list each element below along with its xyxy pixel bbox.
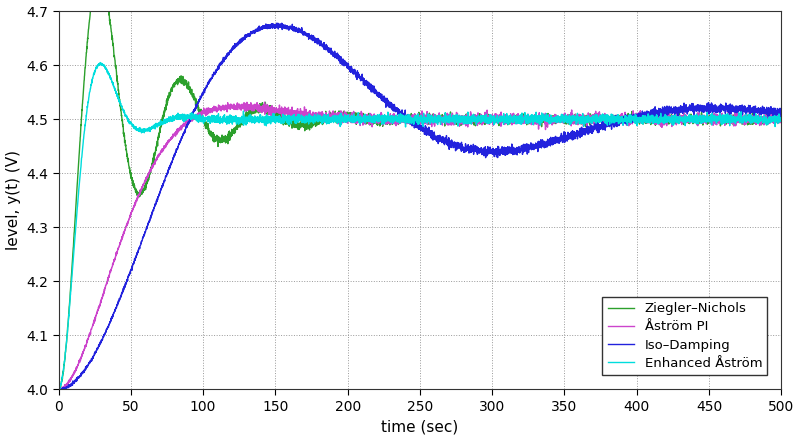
Ziegler–Nichols (777, 118, 786, 124)
Iso–Damping (524, 146, 534, 151)
Line: Ziegler–Nichols: Ziegler–Nichols (58, 0, 782, 390)
Åström PI (594, 118, 603, 123)
Y-axis label: level, y(t) (V): level, y(t) (V) (6, 150, 21, 250)
Åström PI (260, 99, 270, 105)
Åström PI (487, 112, 497, 117)
Ziegler–Nichols (648, 118, 658, 123)
Enhanced Åström (594, 119, 603, 125)
Enhanced Åström (777, 117, 786, 123)
Line: Åström PI: Åström PI (58, 102, 782, 392)
Iso–Damping (54, 388, 64, 393)
Line: Iso–Damping: Iso–Damping (58, 23, 782, 390)
Iso–Damping (277, 21, 286, 26)
Åström PI (330, 119, 340, 124)
Enhanced Åström (487, 118, 497, 123)
Ziegler–Nichols (524, 121, 534, 126)
Åström PI (54, 388, 63, 393)
Iso–Damping (185, 119, 194, 124)
Enhanced Åström (54, 387, 64, 392)
Line: Enhanced Åström: Enhanced Åström (58, 62, 782, 390)
Legend: Ziegler–Nichols, Åström PI, Iso–Damping, Enhanced Åström: Ziegler–Nichols, Åström PI, Iso–Damping,… (602, 297, 767, 375)
Ziegler–Nichols (54, 387, 64, 392)
Åström PI (524, 117, 534, 122)
Ziegler–Nichols (186, 84, 195, 90)
Åström PI (648, 114, 658, 119)
X-axis label: time (sec): time (sec) (382, 419, 458, 434)
Enhanced Åström (330, 118, 340, 123)
Enhanced Åström (186, 115, 195, 120)
Enhanced Åström (648, 121, 658, 126)
Ziegler–Nichols (487, 113, 497, 118)
Åström PI (185, 117, 194, 122)
Iso–Damping (54, 387, 63, 392)
Enhanced Åström (524, 118, 534, 124)
Iso–Damping (648, 108, 658, 114)
Iso–Damping (487, 147, 497, 152)
Iso–Damping (777, 110, 786, 115)
Åström PI (777, 117, 786, 123)
Enhanced Åström (95, 60, 105, 65)
Ziegler–Nichols (594, 116, 603, 121)
Iso–Damping (330, 55, 340, 60)
Iso–Damping (594, 117, 603, 122)
Ziegler–Nichols (330, 115, 340, 120)
Ziegler–Nichols (54, 386, 63, 391)
Åström PI (54, 389, 64, 394)
Enhanced Åström (54, 387, 63, 392)
